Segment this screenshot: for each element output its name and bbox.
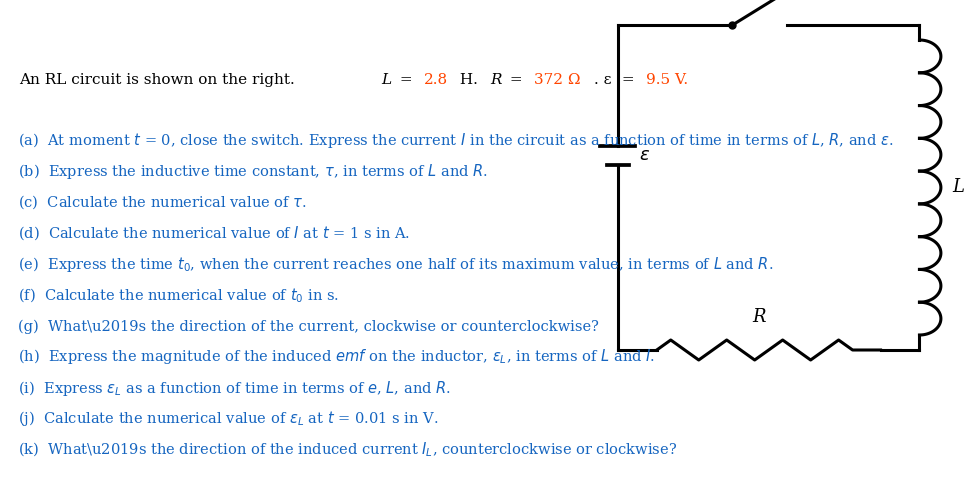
- Text: . ε: . ε: [595, 73, 612, 87]
- Text: An RL circuit is shown on the right.: An RL circuit is shown on the right.: [19, 73, 300, 87]
- Text: (k)  What\u2019s the direction of the induced current $I_L$, counterclockwise or: (k) What\u2019s the direction of the ind…: [18, 441, 676, 459]
- Text: L: L: [381, 73, 392, 87]
- Text: 9.5 V.: 9.5 V.: [646, 73, 688, 87]
- Text: L: L: [953, 178, 964, 196]
- Text: (j)  Calculate the numerical value of $\varepsilon_L$ at $t$ = 0.01 s in V.: (j) Calculate the numerical value of $\v…: [18, 410, 438, 428]
- Text: =: =: [617, 73, 639, 87]
- Text: (e)  Express the time $t_0$, when the current reaches one half of its maximum va: (e) Express the time $t_0$, when the cur…: [18, 255, 773, 274]
- Text: (b)  Express the inductive time constant, $\tau$, in terms of $L$ and $R$.: (b) Express the inductive time constant,…: [18, 162, 487, 181]
- Text: (g)  What\u2019s the direction of the current, clockwise or counterclockwise?: (g) What\u2019s the direction of the cur…: [18, 320, 598, 334]
- Text: $\varepsilon$: $\varepsilon$: [639, 146, 650, 164]
- Text: (f)  Calculate the numerical value of $t_0$ in s.: (f) Calculate the numerical value of $t_…: [18, 286, 339, 304]
- Text: =: =: [505, 73, 528, 87]
- Text: =: =: [395, 73, 417, 87]
- Text: 2.8: 2.8: [423, 73, 448, 87]
- Text: (d)  Calculate the numerical value of $I$ at $t$ = 1 s in A.: (d) Calculate the numerical value of $I$…: [18, 224, 410, 242]
- Text: H.: H.: [454, 73, 483, 87]
- Text: (i)  Express $\varepsilon_L$ as a function of time in terms of $e$, $L$, and $R$: (i) Express $\varepsilon_L$ as a functio…: [18, 378, 450, 398]
- Text: (c)  Calculate the numerical value of $\tau$.: (c) Calculate the numerical value of $\t…: [18, 194, 306, 212]
- Text: (a)  At moment $t$ = 0, close the switch. Express the current $I$ in the circuit: (a) At moment $t$ = 0, close the switch.…: [18, 130, 893, 150]
- Text: R: R: [490, 73, 502, 87]
- Text: 372 Ω: 372 Ω: [534, 73, 581, 87]
- Text: R: R: [752, 308, 766, 326]
- Text: (h)  Express the magnitude of the induced $emf$ on the inductor, $\varepsilon_L$: (h) Express the magnitude of the induced…: [18, 348, 655, 366]
